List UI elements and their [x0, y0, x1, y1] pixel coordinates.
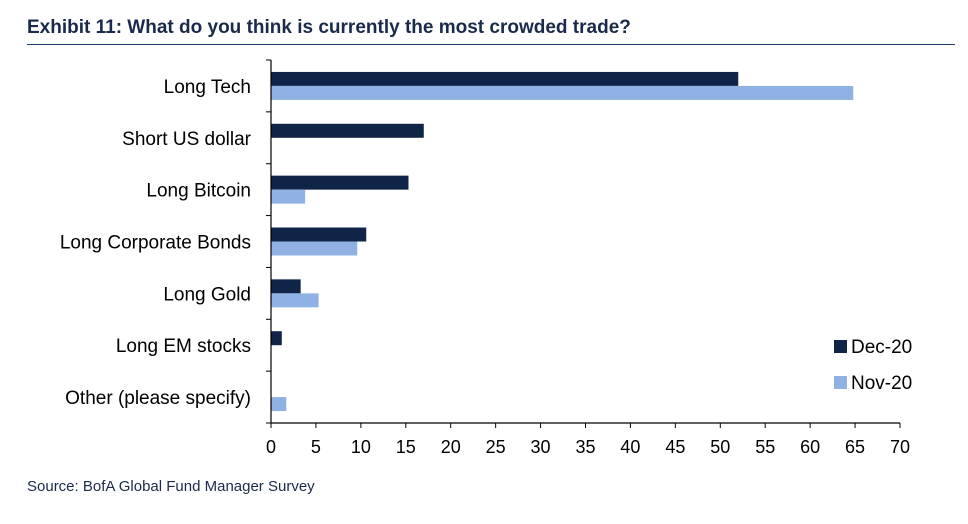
bar-dec-20 — [271, 227, 367, 242]
bar-dec-20 — [271, 279, 301, 294]
x-tick-label: 65 — [845, 437, 865, 457]
x-tick-label: 50 — [710, 437, 730, 457]
x-axis-ticks: 0 5 10 15 20 25 30 35 40 45 50 55 60 65 70 — [266, 423, 910, 457]
category-label: Long Tech — [164, 77, 251, 98]
bar-dec-20 — [271, 123, 424, 138]
x-tick-label: 20 — [441, 437, 461, 457]
bar-nov-20 — [271, 189, 306, 204]
x-tick-label: 25 — [486, 437, 506, 457]
category-labels: Long Tech Short US dollar Long Bitcoin Long… — [60, 77, 252, 409]
category-label: Long EM stocks — [116, 336, 251, 357]
bar-chart: Long Tech Short US dollar Long Bitcoin Long… — [60, 59, 912, 457]
category-label: Short US dollar — [122, 129, 252, 150]
chart-title: Exhibit 11: What do you think is current… — [27, 17, 631, 38]
legend-swatch — [834, 340, 847, 353]
legend: Dec-20 Nov-20 — [834, 337, 912, 394]
title-divider — [27, 44, 955, 45]
x-tick-label: 60 — [800, 437, 820, 457]
bar-dec-20 — [271, 175, 409, 190]
bar-nov-20 — [271, 85, 854, 100]
bar-nov-20 — [271, 293, 319, 308]
category-label: Other (please specify) — [65, 388, 251, 409]
x-tick-label: 70 — [890, 437, 910, 457]
legend-label: Nov-20 — [851, 373, 912, 394]
source-note: Source: BofA Global Fund Manager Survey — [27, 478, 315, 495]
x-tick-label: 40 — [620, 437, 640, 457]
bar-dec-20 — [271, 71, 739, 86]
x-tick-label: 45 — [665, 437, 685, 457]
x-tick-label: 30 — [531, 437, 551, 457]
x-tick-label: 10 — [351, 437, 371, 457]
category-label: Long Gold — [163, 284, 251, 305]
category-label: Long Bitcoin — [146, 181, 251, 202]
x-tick-label: 55 — [755, 437, 775, 457]
bars-group — [271, 71, 854, 412]
x-tick-label: 0 — [266, 437, 276, 457]
bar-nov-20 — [271, 397, 287, 412]
x-tick-label: 5 — [311, 437, 321, 457]
legend-label: Dec-20 — [851, 337, 912, 358]
bar-dec-20 — [271, 331, 282, 346]
x-tick-label: 35 — [575, 437, 595, 457]
bar-nov-20 — [271, 241, 358, 256]
legend-swatch — [834, 376, 847, 389]
x-tick-label: 15 — [396, 437, 416, 457]
category-label: Long Corporate Bonds — [60, 233, 251, 254]
